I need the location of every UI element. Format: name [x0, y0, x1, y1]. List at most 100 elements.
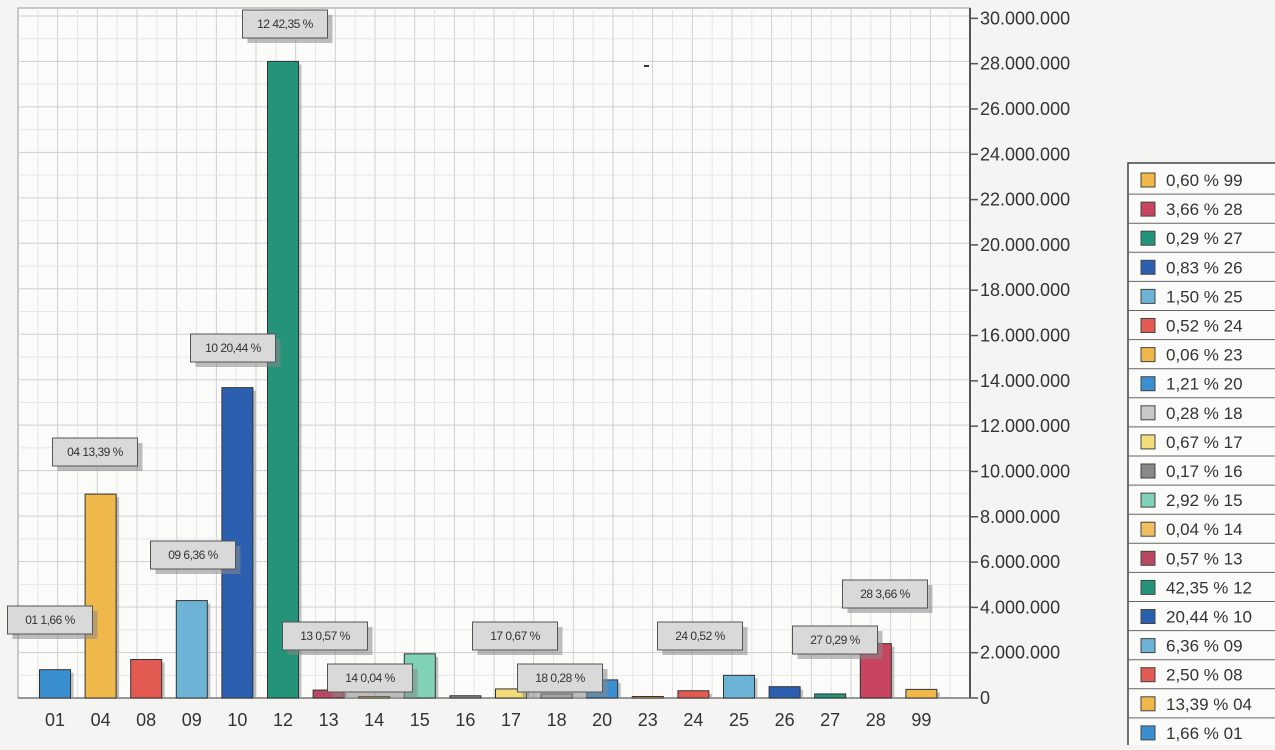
legend-label: 0,28 % 18	[1166, 404, 1243, 423]
x-tick-label: 20	[592, 710, 612, 730]
legend-label: 13,39 % 04	[1166, 695, 1252, 714]
bar-27	[814, 693, 847, 699]
legend-label: 1,21 % 20	[1166, 375, 1243, 394]
legend-swatch	[1140, 172, 1156, 188]
bar-23	[631, 696, 664, 699]
legend-swatch	[1140, 434, 1156, 450]
legend-label: 2,50 % 08	[1166, 666, 1243, 685]
y-tick-label: 4.000.000	[980, 597, 1060, 617]
legend-label: 0,67 % 17	[1166, 433, 1243, 452]
bar-26	[768, 686, 801, 699]
legend-swatch	[1140, 288, 1156, 304]
y-tick-label: 2.000.000	[980, 643, 1060, 663]
legend-swatch	[1140, 230, 1156, 246]
y-tick-label: 30.000.000	[980, 8, 1070, 28]
legend-label: 0,04 % 14	[1166, 520, 1243, 539]
callout-box	[150, 540, 236, 570]
callout-box	[657, 621, 743, 651]
callout-label-24: 24 0,52 %	[675, 629, 725, 643]
callouts: 01 1,66 % 04 13,39 % 09 6,36 % 10 20,44 % 12…	[7, 9, 933, 697]
legend-swatch	[1140, 638, 1156, 654]
legend-swatch	[1140, 521, 1156, 537]
callout-label-27: 27 0,29 %	[810, 633, 860, 647]
legend-box	[1127, 162, 1275, 750]
legend-swatch	[1140, 725, 1156, 741]
bar-09	[175, 600, 208, 699]
x-tick-label: 17	[501, 710, 521, 730]
x-tick-label: 04	[91, 710, 111, 730]
legend-swatch	[1140, 376, 1156, 392]
legend-swatch	[1140, 696, 1156, 712]
y-tick-label: 24.000.000	[980, 144, 1070, 164]
legend-label: 0,52 % 24	[1166, 317, 1243, 336]
y-tick-label: 8.000.000	[980, 507, 1060, 527]
callout-box	[282, 621, 368, 651]
legend: 0,60 % 99 3,66 % 28 0,29 % 27 0,83 % 26 1,50…	[1127, 162, 1275, 750]
x-tick-label: 10	[227, 710, 247, 730]
legend-swatch	[1140, 318, 1156, 333]
legend-swatch	[1140, 579, 1156, 595]
x-tick-label: 27	[820, 710, 840, 730]
callout-label-04: 04 13,39 %	[67, 445, 124, 459]
legend-label: 42,35 % 12	[1166, 578, 1252, 597]
callout-label-13: 13 0,57 %	[300, 629, 350, 643]
legend-swatch	[1140, 463, 1156, 479]
callout-label-14: 14 0,04 %	[345, 671, 395, 685]
callout-label-10: 10 20,44 %	[205, 341, 262, 355]
legend-label: 0,60 % 99	[1166, 171, 1243, 190]
y-tick-label: 12.000.000	[980, 416, 1070, 436]
callout-box	[517, 663, 603, 693]
legend-label: 6,36 % 09	[1166, 637, 1243, 656]
x-tick-label: 24	[683, 710, 703, 730]
callout-label-17: 17 0,67 %	[490, 629, 540, 643]
bar-04	[84, 493, 117, 699]
legend-label: 0,06 % 23	[1166, 346, 1243, 365]
x-tick-label: 23	[638, 710, 658, 730]
x-tick-label: 13	[319, 710, 339, 730]
legend-swatch	[1140, 492, 1156, 508]
callout-box	[52, 437, 138, 467]
callout-label-28: 28 3,66 %	[860, 587, 910, 601]
y-tick-label: 26.000.000	[980, 99, 1070, 119]
bar-99	[905, 688, 938, 699]
legend-label: 0,57 % 13	[1166, 549, 1243, 568]
callout-box	[792, 625, 878, 655]
legend-swatch	[1140, 667, 1156, 683]
legend-label: 1,50 % 25	[1166, 287, 1243, 306]
y-tick-label: 22.000.000	[980, 190, 1070, 210]
legend-label: 0,29 % 27	[1166, 229, 1243, 248]
callout-label-18: 18 0,28 %	[535, 671, 585, 685]
callout-label-09: 09 6,36 %	[168, 548, 218, 562]
y-tick-label: 6.000.000	[980, 552, 1060, 572]
legend-swatch	[1140, 405, 1156, 421]
y-tick-label: 28.000.000	[980, 54, 1070, 74]
y-tick-label: 14.000.000	[980, 371, 1070, 391]
x-tick-label: 15	[410, 710, 430, 730]
bar-08	[130, 658, 163, 699]
y-tick-label: 0	[980, 688, 990, 708]
x-tick-label: 08	[136, 710, 156, 730]
y-tick-label: 18.000.000	[980, 280, 1070, 300]
bar-24	[677, 690, 710, 699]
callout-box	[327, 663, 413, 693]
callout-box	[472, 621, 558, 651]
legend-swatch	[1140, 259, 1156, 275]
legend-label: 0,17 % 16	[1166, 462, 1243, 481]
x-tick-label: 26	[775, 710, 795, 730]
callout-box	[7, 605, 93, 635]
callout-label-01: 01 1,66 %	[25, 613, 75, 627]
x-tick-label: 14	[364, 710, 384, 730]
legend-swatch	[1140, 609, 1156, 624]
y-tick-label: 10.000.000	[980, 461, 1070, 481]
callout-box	[242, 9, 328, 39]
bar-01	[39, 669, 71, 699]
y-tick-label: 16.000.000	[980, 326, 1070, 346]
legend-label: 2,92 % 15	[1166, 491, 1243, 510]
legend-swatch	[1140, 347, 1156, 363]
bar-12	[267, 60, 299, 699]
legend-label: 0,83 % 26	[1166, 258, 1243, 277]
bar-25	[723, 674, 755, 699]
x-tick-label: 01	[45, 710, 65, 730]
